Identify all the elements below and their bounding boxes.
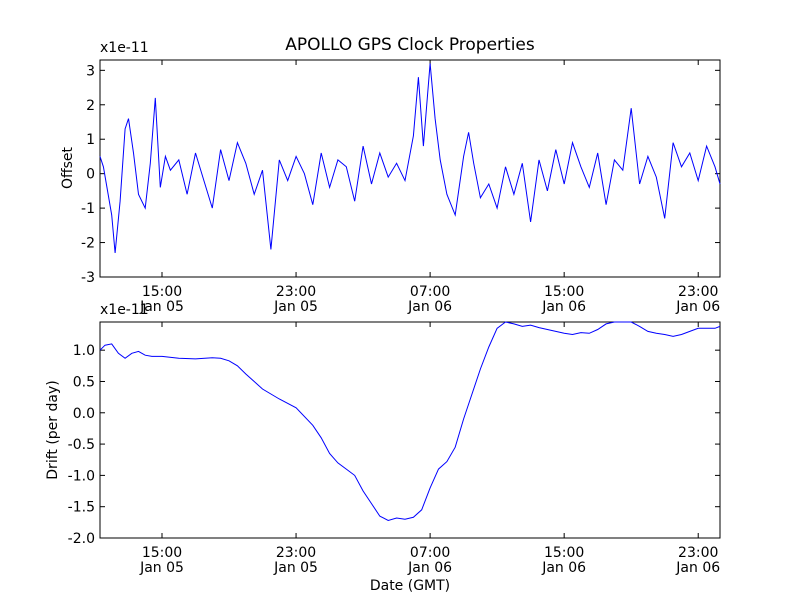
- drift-x-tick-date-label: Jan 05: [139, 560, 184, 576]
- drift-y-ticks: -2.0 -1.5 -1.0 -0.5 0.0 0.5 1.0: [68, 343, 720, 547]
- drift-y-tick-label: 1.0: [73, 343, 95, 359]
- drift-x-tick-time-label: 15:00: [142, 545, 182, 561]
- offset-x-tick-date-label: Jan 05: [273, 299, 318, 315]
- drift-x-tick-date-label: Jan 06: [407, 560, 452, 576]
- offset-plot-frame: [99, 59, 721, 278]
- drift-y-tick-label: -1.0: [68, 468, 95, 484]
- offset-y-axis-label: Offset: [60, 146, 76, 189]
- drift-y-multiplier: x1e-11: [100, 302, 149, 318]
- drift-x-tick-date-label: Jan 06: [541, 560, 586, 576]
- offset-x-tick-date-label: Jan 05: [139, 299, 184, 315]
- offset-x-tick-time-label: 23:00: [678, 284, 718, 300]
- offset-x-tick-time-label: 15:00: [142, 284, 182, 300]
- offset-y-tick-label: 1: [86, 132, 95, 148]
- drift-plot-frame: [99, 321, 721, 539]
- drift-x-tick-time-label: 15:00: [544, 545, 584, 561]
- drift-x-tick-time-label: 23:00: [276, 545, 316, 561]
- offset-series-line: [99, 63, 721, 253]
- drift-x-axis-label: Date (GMT): [370, 578, 450, 594]
- offset-y-tick-label: 2: [86, 98, 95, 114]
- offset-y-multiplier: x1e-11: [100, 40, 149, 56]
- offset-y-tick-label: 3: [86, 63, 95, 79]
- offset-x-tick-time-label: 07:00: [410, 284, 450, 300]
- offset-x-tick-date-label: Jan 06: [675, 299, 720, 315]
- offset-y-tick-label: 0: [86, 167, 95, 183]
- drift-series-line: [99, 321, 721, 522]
- chart-title: APOLLO GPS Clock Properties: [285, 35, 535, 55]
- drift-y-tick-label: -0.5: [68, 437, 95, 453]
- drift-y-tick-label: -1.5: [68, 500, 95, 516]
- offset-y-tick-label: -3: [81, 270, 95, 286]
- offset-y-tick-label: -1: [81, 201, 95, 217]
- offset-y-tick-label: -2: [81, 236, 95, 252]
- drift-y-tick-label: 0.5: [73, 374, 95, 390]
- drift-x-tick-time-label: 23:00: [678, 545, 718, 561]
- offset-y-ticks: -3 -2 -1 0 1 2 3: [81, 63, 720, 286]
- offset-x-tick-time-label: 23:00: [276, 284, 316, 300]
- drift-panel: x1e-11 Drift (per day) -2.0 -1.5 -1.0 -0.5 0…: [45, 302, 721, 594]
- drift-x-tick-date-label: Jan 05: [273, 560, 318, 576]
- drift-y-axis-label: Drift (per day): [45, 380, 61, 479]
- offset-x-tick-date-label: Jan 06: [541, 299, 586, 315]
- offset-x-tick-date-label: Jan 06: [407, 299, 452, 315]
- drift-y-tick-label: -2.0: [68, 531, 95, 547]
- drift-x-tick-date-label: Jan 06: [675, 560, 720, 576]
- offset-x-tick-time-label: 15:00: [544, 284, 584, 300]
- drift-x-tick-time-label: 07:00: [410, 545, 450, 561]
- drift-y-tick-label: 0.0: [73, 406, 95, 422]
